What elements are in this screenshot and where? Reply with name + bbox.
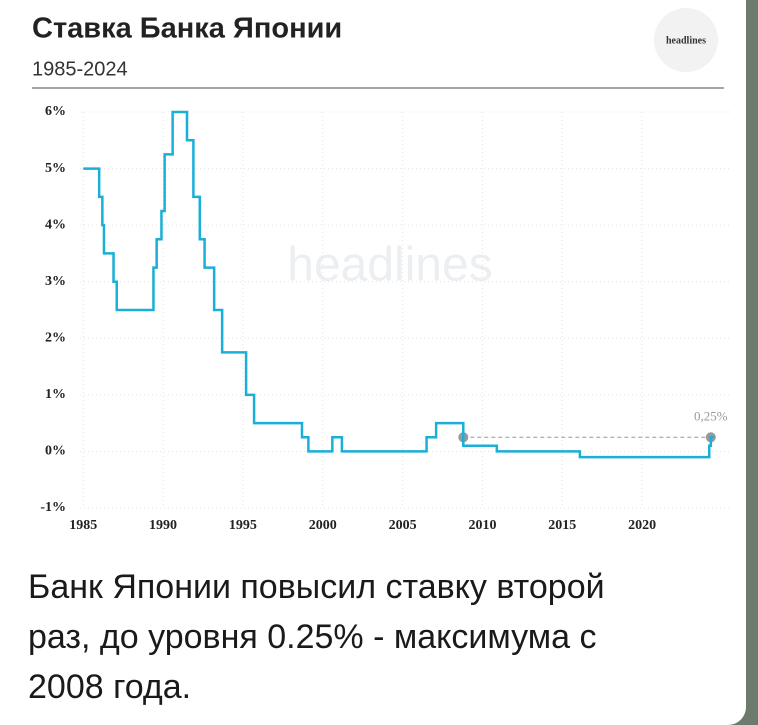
x-tick-label: 2005 [389,518,417,533]
x-tick-label: 2020 [628,518,656,533]
x-tick-label: 1995 [229,518,257,533]
rate-line [83,110,715,459]
annotation-label: 0,25% [694,408,728,423]
y-tick-label: 3% [45,274,66,289]
y-tick-label: 5% [45,161,66,176]
y-tick-label: 1% [45,387,66,402]
x-tick-label: 1985 [69,518,97,533]
x-tick-label: 1990 [149,518,177,533]
y-tick-label: 6% [45,104,66,119]
x-tick-label: 2000 [309,518,337,533]
caption: Банк Японии повысил ставку второй раз, д… [28,568,605,706]
logo: headlines [666,35,706,46]
y-tick-label: 4% [45,217,66,232]
chart-title: Ставка Банка Японии [32,13,342,45]
logo-circle [654,8,718,72]
x-tick-label: 2015 [548,518,576,533]
y-tick-label: 2% [45,331,66,346]
chart-subtitle: 1985-2024 [32,58,128,80]
x-tick-label: 2010 [468,518,496,533]
chart: Ставка Банка Японии 1985-2024 headlines … [32,8,730,533]
y-tick-label: 0% [45,444,66,459]
watermark: headlines [287,239,493,292]
y-tick-label: -1% [40,500,66,515]
